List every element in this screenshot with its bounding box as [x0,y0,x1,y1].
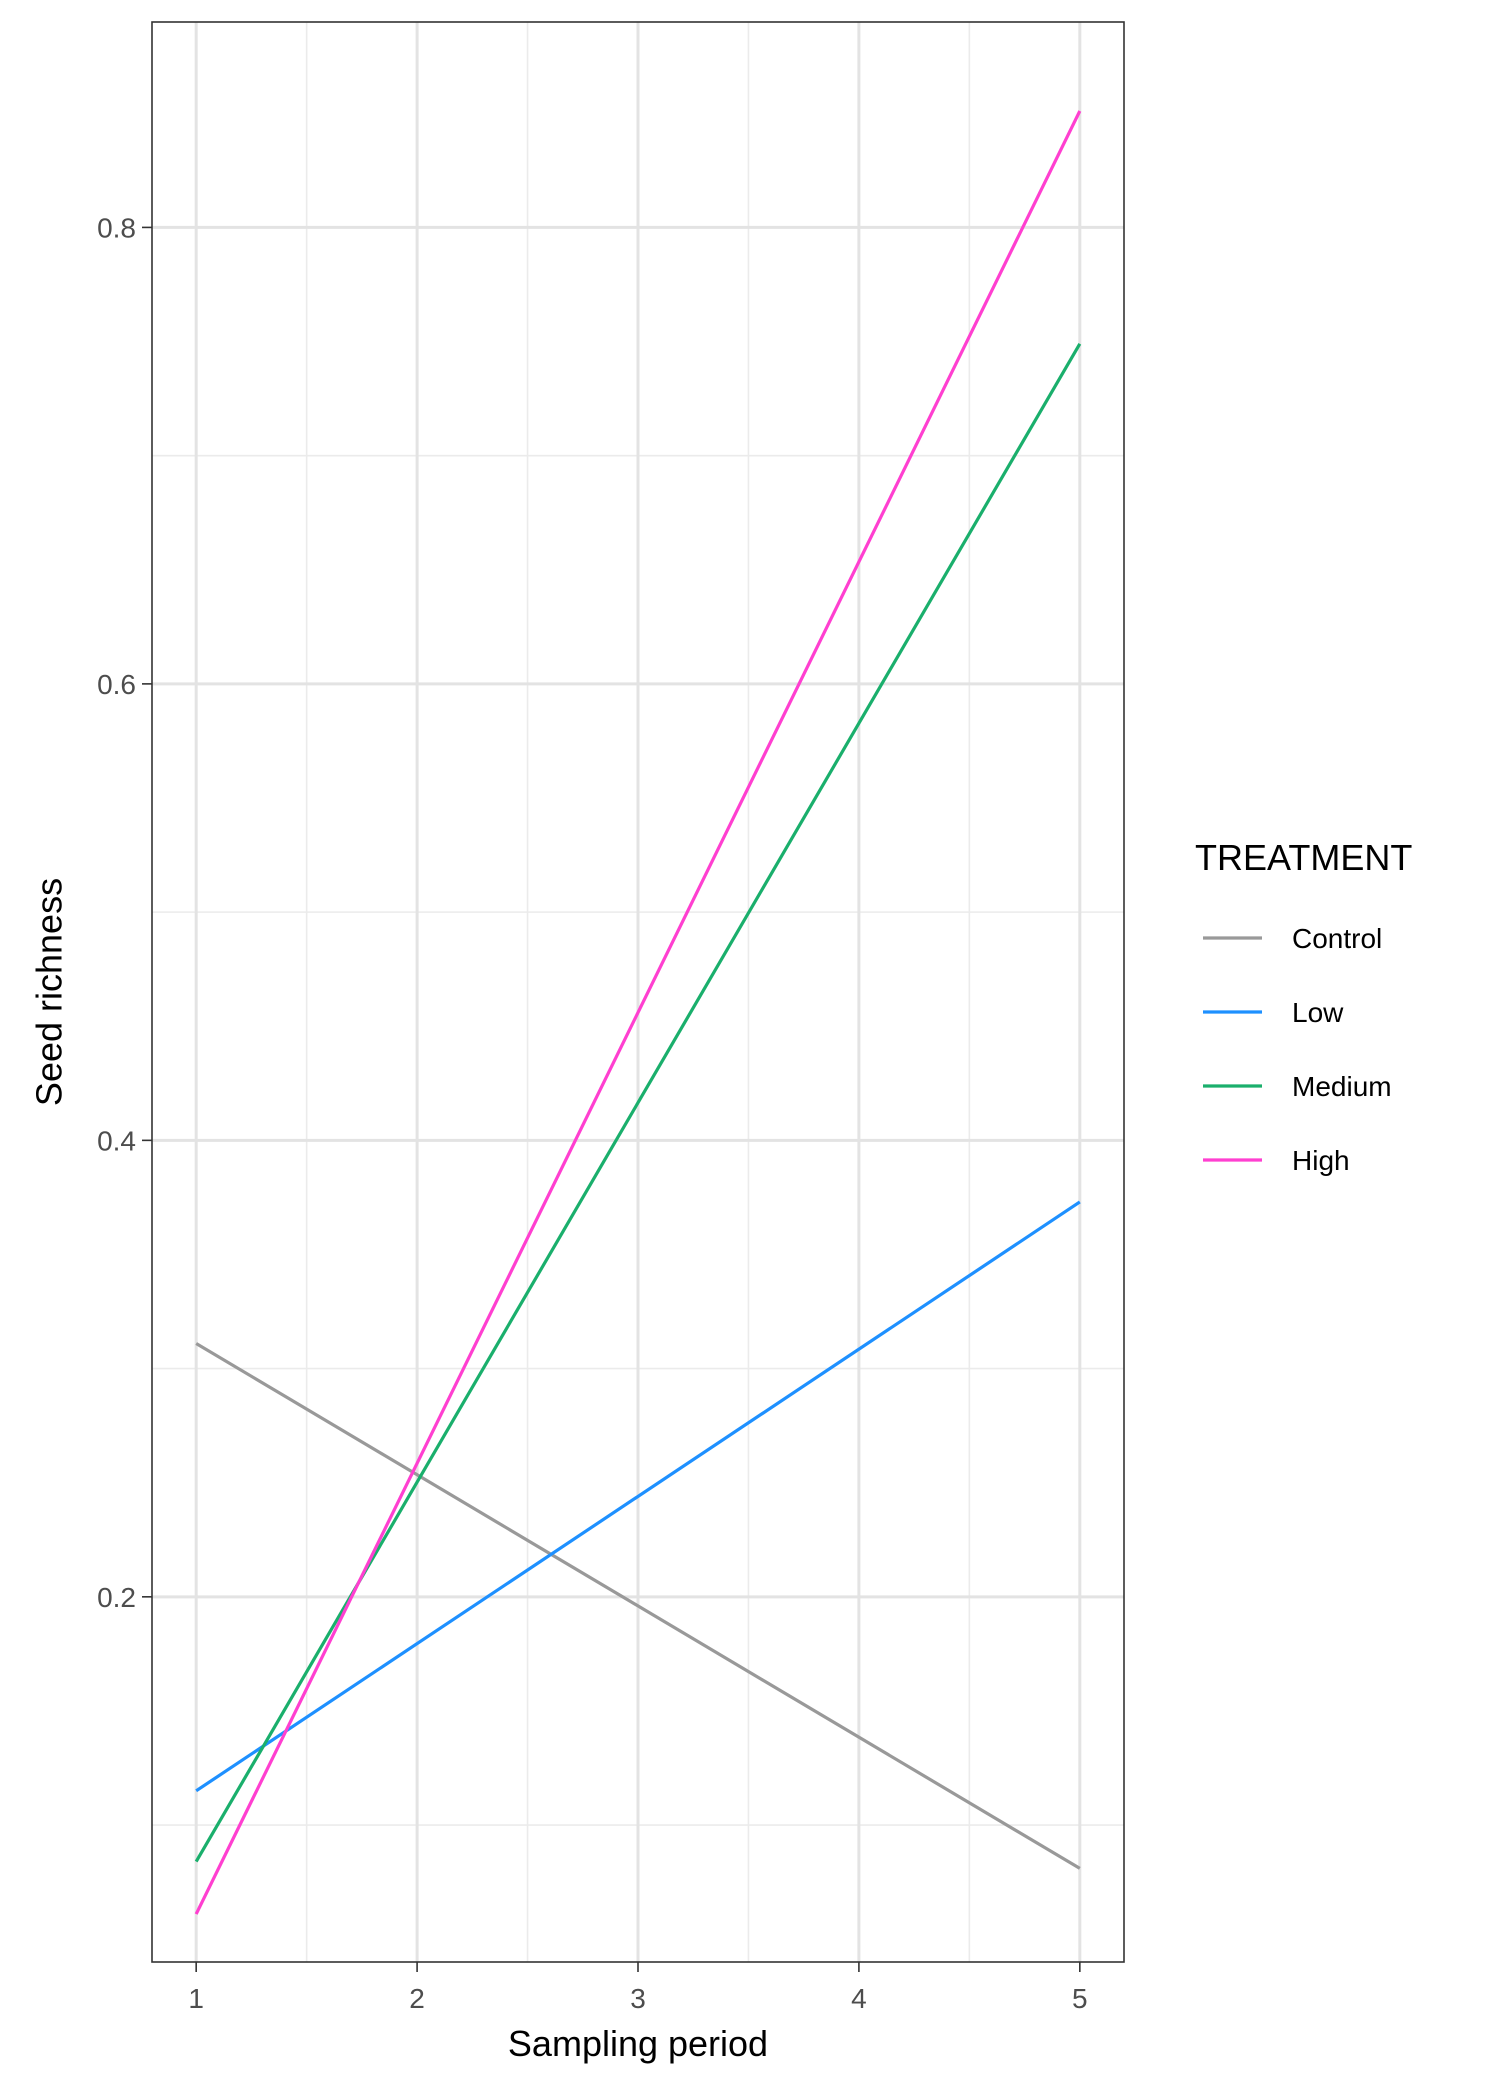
series-lines [194,110,1082,1915]
series-line-medium [194,343,1082,1863]
series-line-control [195,1342,1081,1870]
x-tick-label: 3 [630,1983,646,2014]
y-tick-label: 0.6 [97,669,136,700]
y-tick-label: 0.4 [97,1125,136,1156]
axes: 1 2 3 4 5 0.2 0.4 0.6 0.8 [97,212,1088,2014]
legend-label-high: High [1292,1145,1350,1176]
legend-label-medium: Medium [1292,1071,1392,1102]
legend-title: TREATMENT [1195,837,1412,878]
x-axis-title: Sampling period [508,2023,768,2064]
grid-lines [152,22,1124,1962]
series-line-high [194,110,1082,1915]
x-tick-label: 5 [1072,1983,1088,2014]
y-axis-title: Seed richness [29,878,70,1106]
legend: TREATMENT Control Low Medium High [1195,837,1412,1176]
x-tick-label: 1 [188,1983,204,2014]
series-line-low [195,1200,1081,1793]
y-tick-label: 0.2 [97,1582,136,1613]
x-tick-label: 2 [409,1983,425,2014]
y-tick-label: 0.8 [97,212,136,243]
x-tick-label: 4 [851,1983,867,2014]
legend-items: Control Low Medium High [1203,923,1392,1176]
legend-label-control: Control [1292,923,1382,954]
legend-label-low: Low [1292,997,1344,1028]
